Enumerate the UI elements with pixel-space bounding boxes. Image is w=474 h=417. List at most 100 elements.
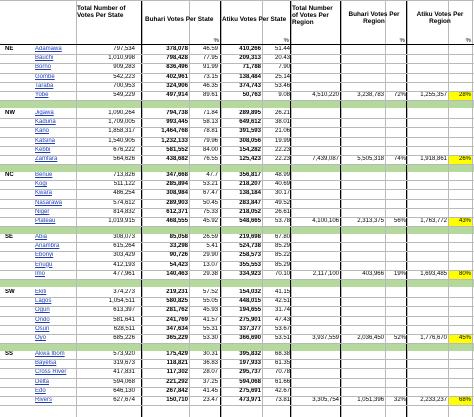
state-total-votes: 615,264 [113, 243, 135, 250]
state-atiku-votes: 154,032 [239, 289, 261, 295]
state-name-link[interactable]: Akwa Ibom [35, 351, 65, 357]
state-buhari-votes: 365,229 [166, 335, 188, 341]
state-buhari-pct: 36.83 [202, 360, 218, 367]
header-buhari-per-state: Buhari Votes Per State [145, 16, 214, 23]
gridline-horizontal [0, 100, 474, 102]
gridline-horizontal [0, 127, 474, 129]
state-buhari-votes: 150,710 [166, 397, 188, 403]
state-buhari-votes: 1,464,768 [161, 128, 188, 135]
region-code: NC [5, 172, 14, 178]
state-atiku-votes: 448,015 [239, 298, 261, 305]
state-name-link[interactable]: Edo [35, 387, 46, 394]
state-atiku-votes: 355,553 [239, 261, 261, 268]
header-atiku-per-state: Atiku Votes Per State [222, 16, 287, 23]
state-atiku-pct: 47.43 [274, 316, 290, 323]
state-buhari-votes: 118,821 [166, 360, 188, 367]
state-atiku-votes: 258,573 [239, 252, 261, 259]
state-atiku-votes: 219,698 [239, 234, 261, 240]
state-buhari-pct: 26.59 [202, 234, 218, 240]
state-name-link[interactable]: Cross River [35, 369, 67, 376]
state-name-link[interactable]: Kano [35, 128, 50, 135]
state-total-votes: 542,223 [113, 73, 135, 80]
state-name-link[interactable]: Borno [35, 64, 52, 71]
region-atiku-votes: 1,693,485 [420, 270, 447, 277]
state-name-link[interactable]: Ebonyi [35, 252, 54, 259]
state-name-link[interactable]: Kebbi [35, 146, 51, 153]
state-name-link[interactable]: Abia [35, 234, 48, 240]
state-name-link[interactable]: Taraba [35, 82, 54, 89]
state-name-link[interactable]: Kwara [35, 190, 53, 197]
state-name-link[interactable]: Yobe [35, 92, 49, 98]
state-name-link[interactable]: Imo [35, 270, 46, 277]
state-atiku-pct: 25.14 [274, 73, 290, 80]
state-total-votes: 700,953 [113, 82, 135, 89]
state-name-link[interactable]: Ogun [35, 307, 50, 314]
state-atiku-pct: 19.99 [274, 137, 290, 144]
state-name-link[interactable]: Oyo [35, 335, 47, 341]
state-name-link[interactable]: Kaduna [35, 119, 56, 126]
state-total-votes: 797,534 [113, 46, 135, 52]
region-code: SS [5, 351, 14, 357]
header-atiku-per-region: Atiku Votes Per Region [416, 11, 464, 25]
gridline-horizontal [0, 164, 474, 166]
region-total-votes: 2,117,100 [312, 270, 339, 277]
state-name-link[interactable]: Plateau [35, 218, 56, 224]
state-total-votes: 676,222 [113, 146, 135, 153]
state-name-link[interactable]: Katsina [35, 137, 56, 144]
state-buhari-pct: 37.25 [202, 378, 218, 385]
state-buhari-votes: 289,903 [166, 199, 188, 206]
state-name-link[interactable]: Jigawa [35, 110, 54, 116]
state-buhari-votes: 117,302 [166, 369, 188, 376]
state-total-votes: 511,122 [113, 181, 135, 188]
state-buhari-pct: 29.38 [202, 270, 218, 277]
state-name-link[interactable]: Nasarawa [35, 199, 63, 206]
gridline-horizontal [0, 180, 474, 182]
state-name-link[interactable]: Niger [35, 208, 50, 215]
gridline-horizontal [0, 91, 474, 92]
state-buhari-pct: 55.31 [202, 325, 218, 332]
region-code: NE [5, 46, 14, 52]
state-atiku-pct: 40.69 [274, 181, 290, 188]
state-name-link[interactable]: Osun [35, 325, 50, 332]
gridline-horizontal [0, 396, 474, 397]
state-name-link[interactable]: Ekiti [35, 289, 47, 295]
state-atiku-pct: 61.66 [274, 378, 290, 385]
state-total-votes: 412,193 [113, 261, 135, 268]
state-atiku-pct: 48.99 [274, 172, 290, 178]
region-buhari-pct: 72% [393, 92, 406, 98]
state-buhari-votes: 221,292 [166, 378, 188, 385]
state-buhari-votes: 324,906 [166, 82, 188, 89]
gridline-horizontal [0, 136, 474, 138]
state-name-link[interactable]: Lagos [35, 298, 52, 305]
state-atiku-votes: 283,847 [239, 199, 261, 206]
gridline-horizontal [0, 145, 474, 147]
gridline-horizontal [0, 334, 474, 335]
state-name-link[interactable]: Bauchi [35, 55, 54, 62]
state-name-link[interactable]: Anambra [35, 243, 60, 250]
state-name-link[interactable]: Adamawa [35, 46, 62, 52]
atiku-region-pct-highlight [448, 270, 472, 280]
state-buhari-votes: 308,984 [166, 190, 188, 197]
region-total-votes: 7,439,087 [312, 156, 339, 162]
state-name-link[interactable]: Kogi [35, 181, 48, 188]
state-name-link[interactable]: Ondo [35, 316, 50, 323]
state-name-link[interactable]: Benue [35, 172, 53, 178]
state-name-link[interactable]: Zamfara [35, 156, 58, 162]
state-name-link[interactable]: Delta [35, 378, 50, 385]
state-name-link[interactable]: Bayelsa [35, 360, 57, 367]
header-buhari-per-region: Buhari Votes Per Region [348, 11, 400, 25]
state-atiku-votes: 473,971 [239, 397, 261, 403]
state-buhari-pct: 73.15 [202, 73, 218, 80]
region-total-votes: 4,100,106 [312, 218, 339, 224]
atiku-region-pct-highlight [448, 92, 472, 102]
state-total-votes: 374,273 [113, 289, 135, 295]
state-atiku-pct: 53.46 [274, 82, 290, 89]
state-total-votes: 1,540,905 [108, 137, 135, 144]
header-atiku-region-pct-symbol: % [465, 38, 471, 44]
state-buhari-votes: 1,232,133 [161, 137, 188, 144]
gridline-horizontal [0, 251, 474, 253]
state-name-link[interactable]: Rivers [35, 397, 53, 403]
state-name-link[interactable]: Enugu [35, 261, 53, 268]
state-atiku-votes: 209,313 [239, 55, 261, 62]
state-name-link[interactable]: Gombe [35, 73, 55, 80]
